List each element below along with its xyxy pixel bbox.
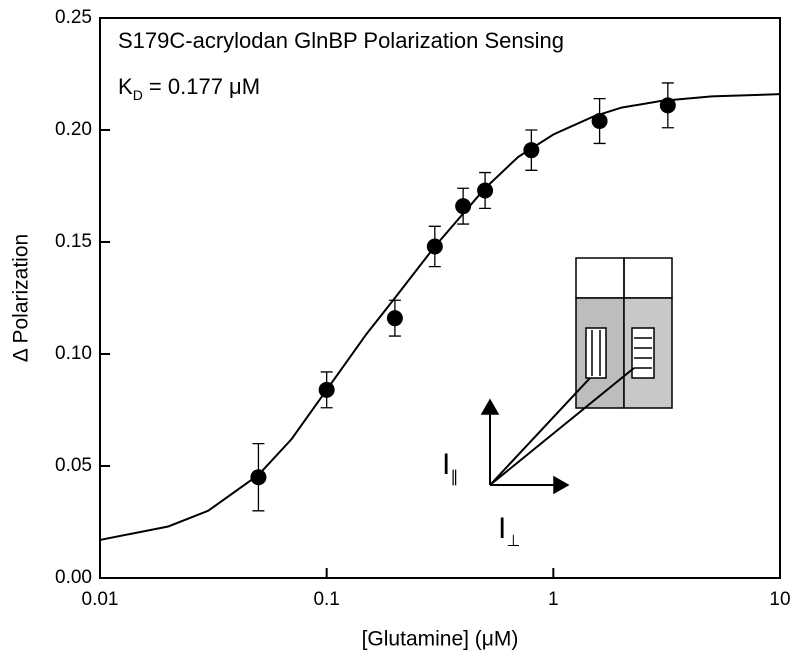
beam-line — [489, 377, 591, 486]
y-tick-label: 0.25 — [55, 7, 92, 28]
y-axis-label: Δ Polarization — [10, 234, 33, 362]
kd-value: = 0.177 μM — [143, 74, 260, 99]
kd-label: KD = 0.177 μM — [118, 74, 260, 103]
inset-label: I∥ — [442, 448, 458, 486]
x-tick-label: 10 — [769, 589, 790, 610]
polarizer-vertical — [585, 327, 607, 379]
x-tick-label: 0.1 — [313, 589, 339, 610]
inset-drawing — [480, 257, 673, 495]
x-tick-label: 0.01 — [82, 589, 119, 610]
inset-label-subscript: ⊥ — [506, 533, 520, 550]
y-tick-label: 0.05 — [55, 455, 92, 476]
inset-label: I⊥ — [498, 512, 520, 550]
kd-subscript: D — [133, 87, 143, 103]
x-tick-label: 1 — [548, 589, 559, 610]
polarizer-horizontal — [631, 327, 655, 379]
fit-curve — [99, 93, 781, 541]
data-point — [591, 113, 608, 130]
y-tick-label: 0.10 — [55, 343, 92, 364]
data-point — [250, 469, 267, 486]
arrow-head — [480, 398, 500, 415]
chart-title: S179C-acrylodan GlnBP Polarization Sensi… — [118, 28, 564, 53]
x-axis-label: [Glutamine] (μM) — [362, 628, 519, 651]
kd-symbol: K — [118, 74, 133, 99]
inset-label-symbol: I — [498, 512, 506, 545]
cuvette-top — [575, 257, 625, 299]
y-tick-label: 0.15 — [55, 231, 92, 252]
arrow-head — [553, 475, 570, 495]
data-point — [477, 182, 494, 199]
beam-line — [489, 367, 635, 486]
inset-label-subscript: ∥ — [450, 469, 458, 486]
plot-frame — [99, 17, 781, 579]
data-point — [386, 310, 403, 327]
y-tick-label: 0.20 — [55, 119, 92, 140]
inset-label-symbol: I — [442, 448, 450, 481]
y-tick-label: 0.00 — [55, 567, 92, 588]
cuvette-top — [623, 257, 673, 299]
